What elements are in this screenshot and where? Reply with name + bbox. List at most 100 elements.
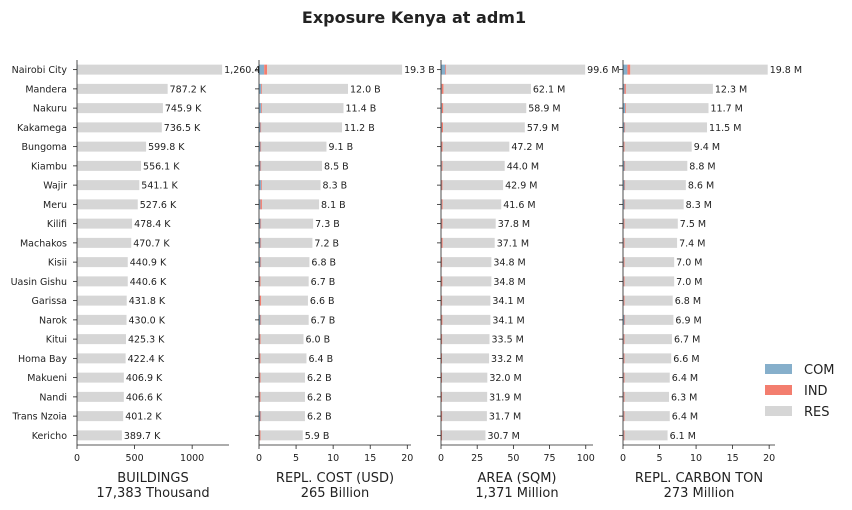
bar-com [259, 122, 261, 133]
x-tick-label: 15 [364, 453, 376, 464]
bar-com [623, 103, 626, 114]
bar-ind [623, 141, 625, 152]
x-axis-subtitle: 1,371 Million [475, 486, 558, 501]
bar-res [625, 180, 686, 191]
bar-res [443, 122, 525, 133]
category-label: Kilifi [47, 219, 67, 230]
bar-com [259, 160, 261, 171]
bar-com [623, 141, 624, 152]
bar-ind [441, 180, 443, 191]
data-label: 6.4 M [672, 412, 698, 423]
category-label: Nairobi City [12, 65, 68, 76]
bar-ind [441, 218, 443, 229]
bar-com [623, 160, 625, 171]
bar-ind [624, 83, 626, 94]
bar-res [77, 141, 147, 152]
bar-res [261, 218, 314, 229]
bar-res [442, 391, 488, 402]
category-label: Makueni [27, 373, 67, 384]
bar-res [261, 411, 305, 422]
bar-com [623, 276, 624, 287]
data-label: 8.5 B [324, 161, 349, 172]
data-label: 787.2 K [170, 84, 207, 95]
bar-res [260, 372, 305, 383]
data-label: 541.1 K [141, 181, 178, 192]
bar-res [442, 160, 505, 171]
data-label: 6.4 B [308, 354, 333, 365]
bar-ind [260, 218, 262, 229]
bar-res [261, 257, 310, 268]
data-label: 31.9 M [489, 392, 521, 403]
data-label: 430.0 K [129, 315, 166, 326]
data-label: 62.1 M [533, 84, 565, 95]
bar-res [261, 180, 321, 191]
x-axis-label: REPL. COST (USD) [276, 471, 394, 486]
bar-com [441, 103, 442, 114]
bar-ind [260, 122, 262, 133]
data-label: 30.7 M [487, 431, 519, 442]
bar-res [630, 64, 768, 75]
x-tick-label: 15 [727, 453, 739, 464]
data-label: 34.8 M [493, 258, 525, 269]
bar-res [442, 372, 488, 383]
bar-ind [441, 353, 443, 364]
bar-res [77, 103, 163, 114]
data-label: 6.4 M [672, 373, 698, 384]
x-tick-label: 0 [256, 453, 262, 464]
legend-swatch-com [765, 364, 792, 374]
bar-ind [441, 430, 443, 441]
bar-ind [441, 295, 443, 306]
bar-res [260, 430, 303, 441]
bar-ind [623, 295, 625, 306]
data-label: 11.2 B [344, 123, 375, 134]
bar-com [259, 314, 261, 325]
data-label: 19.8 M [770, 65, 802, 76]
bar-ind [259, 276, 261, 287]
bar-res [261, 103, 344, 114]
data-label: 19.3 B [404, 65, 435, 76]
bar-ind [625, 103, 626, 114]
bar-res [624, 391, 670, 402]
bar-res [625, 199, 684, 210]
bar-res [77, 391, 124, 402]
data-label: 7.2 B [314, 238, 339, 249]
bar-ind [441, 237, 443, 248]
bar-ind [623, 276, 625, 287]
bar-com [259, 199, 261, 210]
data-label: 7.5 M [680, 219, 706, 230]
bar-res [261, 199, 320, 210]
bar-com [623, 353, 624, 364]
category-label: Nandi [39, 392, 67, 403]
x-tick-label: 100 [577, 453, 595, 464]
bar-com [623, 64, 628, 75]
data-label: 6.8 M [675, 296, 701, 307]
bar-ind [441, 103, 444, 114]
category-label: Meru [43, 200, 67, 211]
data-label: 6.7 B [311, 315, 336, 326]
data-label: 33.2 M [491, 354, 523, 365]
data-label: 599.8 K [148, 142, 185, 153]
bar-res [77, 122, 162, 133]
bar-ind [623, 257, 625, 268]
bar-ind [627, 64, 631, 75]
bar-res [625, 83, 713, 94]
bar-com [259, 103, 262, 114]
bar-res [77, 199, 138, 210]
bar-res [260, 353, 307, 364]
data-label: 6.0 B [305, 335, 330, 346]
category-label: Kiambu [31, 161, 67, 172]
bar-ind [261, 180, 263, 191]
data-label: 34.8 M [493, 277, 525, 288]
bar-ind [441, 391, 443, 402]
data-label: 527.6 K [140, 200, 177, 211]
x-tick-label: 0 [620, 453, 626, 464]
data-label: 32.0 M [489, 373, 521, 384]
data-label: 7.4 M [679, 238, 705, 249]
x-axis-subtitle: 17,383 Thousand [96, 486, 209, 501]
bar-res [442, 295, 491, 306]
legend-label: RES [804, 405, 830, 420]
bar-res [624, 257, 675, 268]
data-label: 8.3 M [686, 200, 712, 211]
x-tick-label: 5 [657, 453, 663, 464]
bar-res [624, 372, 670, 383]
